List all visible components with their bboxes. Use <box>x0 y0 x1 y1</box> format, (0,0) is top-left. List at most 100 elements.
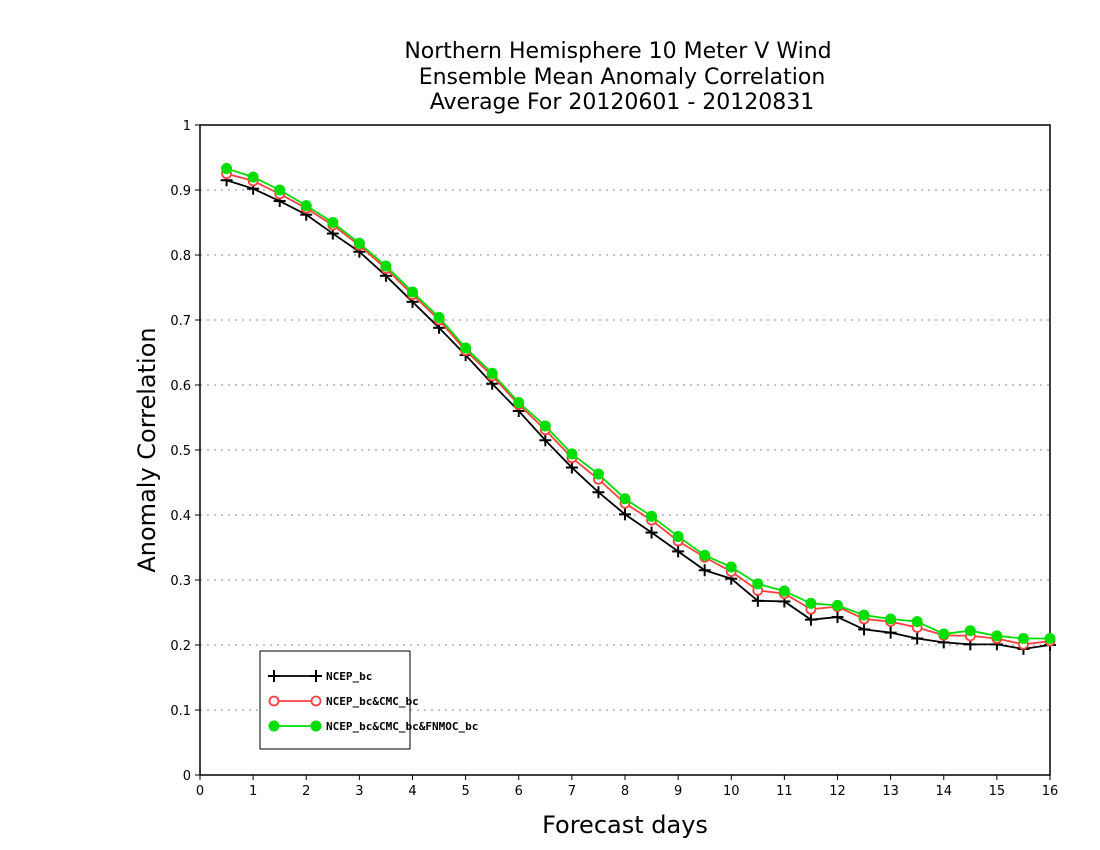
x-tick-label: 10 <box>723 784 740 799</box>
legend: NCEP_bc NCEP_bc&CMC_bc NCEP_bc&CMC_bc&FNMO… <box>259 650 478 750</box>
data-point <box>619 508 631 521</box>
data-point <box>805 597 817 609</box>
y-tick-label: 0.2 <box>170 639 191 654</box>
legend-marker-start <box>268 720 280 732</box>
data-point <box>646 510 658 522</box>
series-line <box>226 179 1051 650</box>
x-axis-ticks: 0 1 2 3 4 5 6 7 8 9 10 11 12 13 14 15 16 <box>196 775 1058 799</box>
data-point <box>672 530 684 542</box>
x-tick-label: 2 <box>302 784 310 799</box>
x-tick-label: 3 <box>355 784 363 799</box>
data-point <box>565 461 578 474</box>
data-point <box>672 545 685 558</box>
x-tick-label: 9 <box>674 784 682 799</box>
data-point <box>300 200 312 212</box>
data-point <box>592 486 605 499</box>
x-tick-label: 4 <box>408 784 416 799</box>
data-point <box>247 171 259 183</box>
legend-box <box>259 650 411 750</box>
data-point <box>938 628 950 640</box>
x-axis-label: Forecast days <box>542 811 708 839</box>
legend-marker-end <box>310 720 322 732</box>
y-tick-label: 0.1 <box>170 704 191 719</box>
series-group <box>220 163 1056 655</box>
series-1 <box>220 174 1056 655</box>
x-tick-label: 11 <box>776 784 793 799</box>
data-point <box>885 613 897 625</box>
series-2 <box>221 168 1056 650</box>
legend-label: NCEP_bc <box>326 670 372 683</box>
y-tick-label: 0.5 <box>170 444 191 459</box>
y-tick-label: 0.8 <box>170 249 191 264</box>
legend-item: NCEP_bc&CMC_bc <box>268 695 419 708</box>
series-3 <box>221 163 1056 644</box>
x-tick-label: 1 <box>249 784 257 799</box>
chart-title-line-1: Northern Hemisphere 10 Meter V Wind <box>404 39 831 64</box>
data-point <box>433 311 445 323</box>
data-point <box>407 286 418 298</box>
y-axis-label: Anomaly Correlation <box>133 327 161 572</box>
data-point <box>353 237 365 249</box>
x-tick-label: 5 <box>461 784 469 799</box>
data-point <box>380 260 392 272</box>
data-point <box>486 367 498 379</box>
x-tick-label: 0 <box>196 784 204 799</box>
y-tick-label: 0.6 <box>170 379 191 394</box>
data-point <box>1017 633 1029 644</box>
data-point <box>725 561 737 573</box>
x-tick-label: 6 <box>515 784 523 799</box>
legend-label: NCEP_bc&CMC_bc <box>326 695 419 708</box>
data-point <box>804 613 817 626</box>
data-point <box>858 609 870 621</box>
data-point <box>221 163 233 175</box>
legend-label: NCEP_bc&CMC_bc&FNMOC_bc <box>326 720 478 733</box>
legend-marker-end <box>310 695 322 707</box>
data-point <box>513 397 525 409</box>
y-tick-label: 0 <box>183 769 191 784</box>
data-point <box>778 585 790 597</box>
y-tick-label: 1 <box>183 119 191 134</box>
x-tick-label: 16 <box>1042 784 1059 799</box>
legend-item: NCEP_bc&CMC_bc&FNMOC_bc <box>268 720 478 733</box>
data-point <box>460 342 472 354</box>
y-axis-ticks: 0 0.1 0.2 0.3 0.4 0.5 0.6 0.7 0.8 0.9 1 <box>170 119 200 784</box>
data-point <box>698 564 711 577</box>
legend-marker-start <box>268 670 280 682</box>
x-tick-label: 12 <box>829 784 846 799</box>
data-point <box>991 630 1003 642</box>
data-point <box>831 611 844 624</box>
x-tick-label: 15 <box>989 784 1006 799</box>
data-point <box>1044 633 1056 644</box>
data-point <box>752 578 764 590</box>
data-point <box>858 623 871 636</box>
data-point <box>327 217 339 228</box>
data-point <box>699 549 711 561</box>
y-tick-label: 0.9 <box>170 184 191 199</box>
data-point <box>274 184 286 196</box>
data-point <box>832 599 843 611</box>
data-point <box>566 448 578 460</box>
x-tick-label: 7 <box>568 784 576 799</box>
data-point <box>751 594 764 607</box>
data-point <box>911 632 924 645</box>
y-tick-label: 0.3 <box>170 574 191 589</box>
data-point <box>964 625 976 637</box>
legend-item: NCEP_bc <box>268 670 372 683</box>
data-point <box>592 468 604 480</box>
x-tick-label: 14 <box>935 784 952 799</box>
y-tick-label: 0.4 <box>170 509 191 524</box>
x-tick-label: 13 <box>882 784 899 799</box>
chart-title: Northern Hemisphere 10 Meter V Wind Ense… <box>404 39 831 115</box>
chart-title-line-2: Ensemble Mean Anomaly Correlation <box>419 65 826 90</box>
data-point <box>539 434 552 447</box>
x-tick-label: 8 <box>621 784 629 799</box>
legend-marker-end <box>310 670 322 682</box>
data-point <box>884 626 897 639</box>
data-point <box>539 420 551 432</box>
legend-marker-start <box>268 695 280 707</box>
data-point <box>619 493 631 505</box>
chart-title-line-3: Average For 20120601 - 20120831 <box>430 90 815 115</box>
y-tick-label: 0.7 <box>170 314 191 329</box>
data-point <box>645 526 658 539</box>
